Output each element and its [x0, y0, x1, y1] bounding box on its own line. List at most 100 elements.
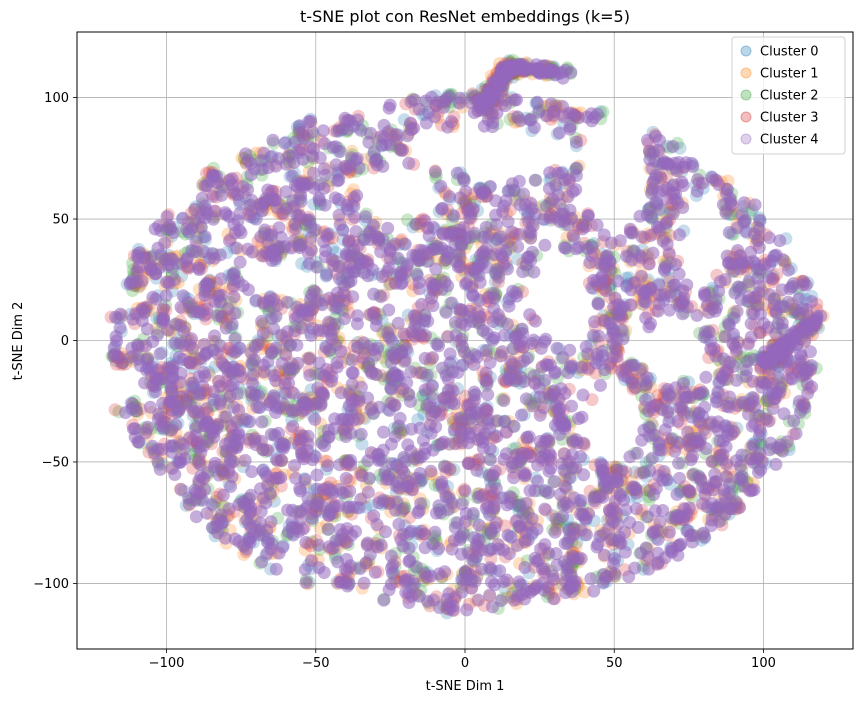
scatter-point-cluster-4 [212, 374, 226, 388]
scatter-point-cluster-4 [320, 268, 334, 282]
scatter-point-cluster-4 [395, 463, 409, 477]
scatter-point-cluster-4 [241, 183, 255, 197]
scatter-point-cluster-4 [467, 385, 481, 399]
scatter-point-cluster-4 [705, 455, 719, 469]
scatter-point-cluster-4 [544, 461, 558, 475]
scatter-point-cluster-4 [569, 135, 583, 149]
scatter-point-cluster-4 [698, 530, 711, 544]
scatter-point-cluster-4 [159, 289, 173, 303]
scatter-point-cluster-4 [483, 588, 497, 602]
scatter-point-cluster-4 [640, 208, 654, 222]
scatter-point-cluster-4 [748, 198, 762, 212]
scatter-point-cluster-4 [389, 133, 403, 147]
scatter-point-cluster-4 [479, 344, 493, 358]
scatter-points [104, 53, 830, 620]
scatter-point-cluster-4 [157, 302, 170, 316]
scatter-point-cluster-4 [526, 399, 540, 413]
scatter-point-cluster-3 [108, 403, 122, 417]
scatter-point-cluster-4 [384, 396, 398, 410]
scatter-point-cluster-4 [584, 572, 598, 586]
scatter-point-cluster-4 [391, 316, 405, 330]
scatter-point-cluster-4 [336, 223, 350, 237]
scatter-point-cluster-4 [786, 277, 800, 291]
scatter-point-cluster-4 [733, 459, 747, 473]
scatter-point-cluster-4 [174, 482, 188, 496]
scatter-point-cluster-4 [663, 525, 676, 539]
scatter-point-cluster-4 [489, 208, 503, 222]
scatter-point-cluster-4 [330, 124, 344, 138]
scatter-point-cluster-4 [559, 480, 573, 494]
scatter-point-cluster-4 [781, 263, 795, 277]
scatter-point-cluster-4 [762, 270, 776, 284]
scatter-point-cluster-4 [590, 218, 604, 232]
scatter-point-cluster-4 [307, 166, 320, 180]
scatter-point-cluster-4 [157, 313, 171, 327]
scatter-point-cluster-4 [350, 189, 364, 203]
scatter-point-cluster-4 [223, 389, 237, 403]
scatter-point-cluster-4 [488, 465, 502, 478]
scatter-point-cluster-4 [752, 286, 765, 300]
scatter-point-cluster-4 [286, 405, 299, 419]
scatter-point-cluster-4 [243, 199, 257, 212]
scatter-point-cluster-4 [397, 450, 411, 464]
scatter-point-cluster-4 [377, 425, 390, 439]
scatter-point-cluster-4 [666, 140, 680, 153]
scatter-point-cluster-4 [303, 352, 317, 366]
scatter-point-cluster-4 [413, 421, 427, 435]
scatter-point-cluster-4 [216, 488, 230, 502]
scatter-point-cluster-4 [404, 524, 418, 538]
scatter-point-cluster-4 [681, 484, 695, 498]
scatter-point-cluster-4 [176, 211, 190, 225]
scatter-point-cluster-4 [415, 297, 429, 311]
scatter-point-cluster-4 [330, 356, 344, 370]
scatter-point-cluster-4 [110, 334, 124, 348]
scatter-point-cluster-4 [631, 520, 645, 534]
scatter-point-cluster-4 [278, 136, 292, 150]
scatter-point-cluster-4 [414, 474, 428, 487]
scatter-point-cluster-4 [255, 314, 269, 328]
scatter-point-cluster-4 [432, 601, 446, 614]
scatter-point-cluster-4 [548, 475, 561, 488]
scatter-point-cluster-4 [362, 135, 376, 149]
scatter-point-cluster-4 [374, 245, 388, 259]
scatter-point-cluster-4 [737, 196, 751, 210]
scatter-point-cluster-4 [398, 237, 412, 251]
scatter-point-cluster-4 [384, 437, 398, 451]
scatter-point-cluster-4 [497, 199, 511, 213]
scatter-point-cluster-4 [577, 436, 591, 450]
scatter-point-cluster-4 [256, 326, 270, 340]
scatter-point-cluster-4 [331, 555, 345, 569]
scatter-point-cluster-4 [530, 95, 544, 109]
scatter-point-cluster-4 [787, 414, 801, 428]
scatter-point-cluster-4 [401, 257, 415, 271]
scatter-point-cluster-4 [153, 462, 167, 476]
scatter-point-cluster-4 [274, 453, 288, 467]
scatter-point-cluster-4 [334, 344, 348, 358]
scatter-point-cluster-4 [287, 386, 300, 400]
scatter-point-cluster-4 [241, 283, 255, 297]
scatter-point-cluster-0 [355, 437, 369, 451]
scatter-point-cluster-4 [483, 453, 497, 467]
scatter-point-cluster-4 [587, 584, 601, 598]
scatter-point-cluster-4 [186, 341, 200, 355]
scatter-point-cluster-4 [776, 444, 790, 458]
scatter-point-cluster-4 [426, 299, 440, 313]
scatter-point-cluster-4 [673, 471, 686, 485]
scatter-point-cluster-4 [481, 388, 495, 402]
scatter-point-cluster-4 [538, 502, 552, 516]
scatter-point-cluster-4 [511, 240, 525, 254]
scatter-point-cluster-4 [527, 265, 541, 279]
scatter-point-cluster-4 [672, 267, 686, 281]
scatter-point-cluster-4 [469, 550, 483, 564]
scatter-point-cluster-4 [245, 465, 259, 479]
scatter-point-cluster-4 [698, 286, 711, 300]
scatter-point-cluster-4 [453, 91, 467, 105]
scatter-point-cluster-4 [428, 165, 442, 179]
scatter-point-cluster-4 [233, 255, 247, 269]
scatter-point-cluster-4 [298, 563, 312, 577]
scatter-point-cluster-4 [188, 202, 202, 216]
scatter-point-cluster-4 [565, 399, 578, 413]
scatter-point-cluster-4 [535, 562, 549, 576]
scatter-point-cluster-4 [224, 480, 238, 493]
